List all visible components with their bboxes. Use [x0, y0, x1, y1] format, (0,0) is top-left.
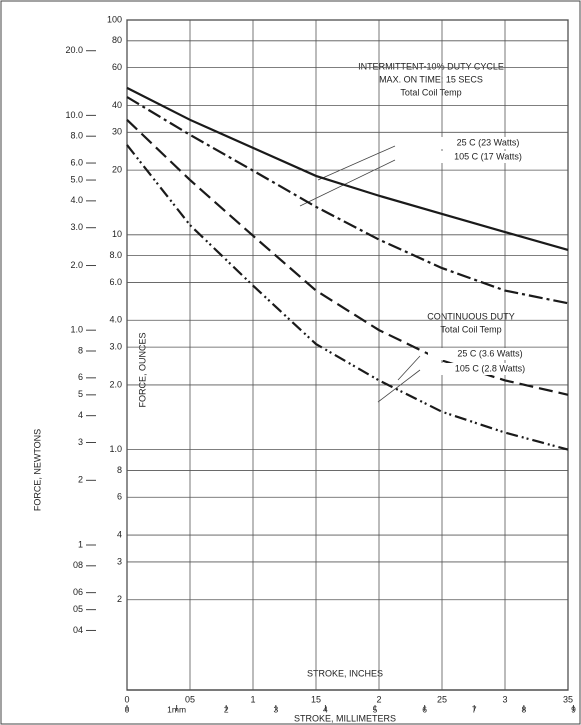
y-tick-label: 10	[112, 229, 122, 239]
y-tick-label: 8	[117, 465, 122, 475]
legend-label: 105 C (2.8 Watts)	[455, 363, 525, 373]
x-tick-label: 05	[185, 694, 195, 704]
y2-tick-label: 4.0	[70, 195, 83, 205]
y-tick-label: 60	[112, 62, 122, 72]
y-tick-label: 30	[112, 127, 122, 137]
y-tick-label: 2	[117, 594, 122, 604]
y2-tick-label: 04	[73, 625, 83, 635]
y2-tick-label: 5.0	[70, 174, 83, 184]
x-tick-label: 2	[376, 694, 381, 704]
y-tick-label: 3.0	[109, 341, 122, 351]
y2-tick-label: 4	[78, 410, 83, 420]
x2-tick-label: 3	[273, 704, 278, 714]
x-tick-label: 0	[124, 694, 129, 704]
legend-bg	[428, 348, 552, 360]
y-tick-label: 3	[117, 556, 122, 566]
y2-tick-label: 10.0	[65, 110, 83, 120]
annotation: CONTINUOUS DUTY	[427, 311, 515, 321]
y-tick-label: 6.0	[109, 277, 122, 287]
series-line	[126, 86, 569, 252]
x-tick-label: 15	[311, 694, 321, 704]
y-tick-label: 8.0	[109, 250, 122, 260]
y2-tick-label: 20.0	[65, 45, 83, 55]
x2-axis-label: STROKE, MILLIMETERS	[294, 713, 396, 723]
annotation: MAX. ON TIME: 15 SECS	[379, 74, 483, 84]
legend-label: 105 C (17 Watts)	[454, 151, 522, 161]
y-tick-label: 20	[112, 165, 122, 175]
x2-tick-label: 2	[224, 704, 229, 714]
x-tick-label: 25	[437, 694, 447, 704]
y2-tick-label: 3	[78, 437, 83, 447]
y2-tick-label: 8.0	[70, 131, 83, 141]
y2-tick-label: 1	[78, 539, 83, 549]
y2-tick-label: 06	[73, 587, 83, 597]
y2-tick-label: 05	[73, 604, 83, 614]
y-tick-label: 6	[117, 492, 122, 502]
x2-tick-label: 0	[125, 704, 130, 714]
x-tick-label: 1	[250, 694, 255, 704]
y-tick-label: 2.0	[109, 379, 122, 389]
x2-tick-label: 4	[323, 704, 328, 714]
y2-tick-label: 3.0	[70, 222, 83, 232]
annotation: Total Coil Temp	[400, 87, 461, 97]
y-tick-label: 1.0	[109, 444, 122, 454]
y-tick-label: 4	[117, 529, 122, 539]
annotation-bg	[400, 309, 542, 339]
y-tick-label: 100	[107, 14, 122, 24]
y2-tick-label: 6	[78, 372, 83, 382]
series-line	[126, 144, 569, 451]
legend-bg	[428, 363, 552, 375]
y-tick-label: 40	[112, 100, 122, 110]
annotation: Total Coil Temp	[440, 324, 501, 334]
legend-bg	[426, 151, 550, 163]
y-tick-label: 4.0	[109, 315, 122, 325]
x2-tick-label: 5	[373, 704, 378, 714]
y2-tick-label: 5	[78, 389, 83, 399]
annotation: INTERMITTENT-10% DUTY CYCLE	[358, 61, 504, 71]
x2-tick-label: 8	[521, 704, 526, 714]
series-line	[126, 119, 569, 396]
y2-axis-label: FORCE, NEWTONS	[32, 429, 42, 511]
x2-tick-label: 7	[472, 704, 477, 714]
y2-tick-label: 2.0	[70, 260, 83, 270]
legend-label: 25 C (23 Watts)	[457, 137, 520, 147]
series-line	[126, 96, 569, 305]
x-axis-label: STROKE, INCHES	[307, 668, 383, 678]
y2-tick-label: 6.0	[70, 157, 83, 167]
y2-tick-label: 8	[78, 345, 83, 355]
legend-label: 25 C (3.6 Watts)	[457, 348, 522, 358]
legend-bg	[426, 137, 550, 149]
y-axis-label: FORCE, OUNCES	[137, 332, 147, 407]
x2-tick-label: 6	[422, 704, 427, 714]
y2-tick-label: 08	[73, 560, 83, 570]
x-tick-label: 35	[563, 694, 573, 704]
x2-tick-label: 9	[571, 704, 576, 714]
x-tick-label: 3	[502, 694, 507, 704]
x2-tick-label: 1mm	[167, 704, 186, 714]
y-tick-label: 80	[112, 35, 122, 45]
y2-tick-label: 1.0	[70, 325, 83, 335]
y2-tick-label: 2	[78, 475, 83, 485]
